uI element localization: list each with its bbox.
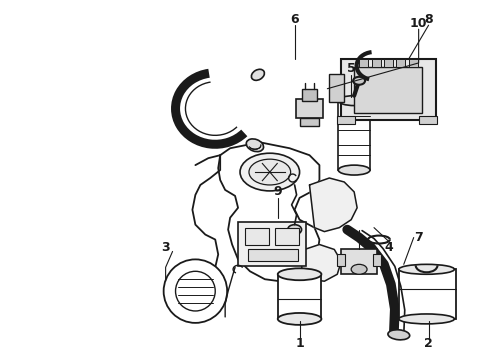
- Ellipse shape: [288, 225, 301, 235]
- Ellipse shape: [399, 314, 454, 324]
- Bar: [396, 59, 405, 67]
- Bar: [409, 59, 417, 67]
- Bar: [338, 100, 370, 170]
- Bar: [299, 118, 319, 126]
- Bar: [295, 99, 323, 118]
- Text: 9: 9: [273, 185, 282, 198]
- Ellipse shape: [249, 159, 291, 185]
- Text: 7: 7: [414, 231, 423, 244]
- Bar: [399, 269, 456, 319]
- Ellipse shape: [278, 313, 321, 325]
- Bar: [354, 67, 421, 113]
- Polygon shape: [301, 244, 341, 281]
- Bar: [275, 228, 298, 246]
- Bar: [418, 117, 437, 125]
- Ellipse shape: [399, 264, 454, 274]
- Ellipse shape: [388, 330, 410, 340]
- Text: 2: 2: [424, 337, 433, 350]
- Bar: [341, 249, 377, 274]
- Bar: [245, 228, 269, 246]
- Bar: [278, 274, 321, 319]
- Bar: [359, 59, 368, 67]
- Ellipse shape: [246, 139, 264, 152]
- Bar: [248, 249, 297, 261]
- Text: 6: 6: [290, 13, 299, 26]
- Text: 1: 1: [295, 337, 304, 350]
- Bar: [337, 117, 355, 125]
- Bar: [384, 59, 393, 67]
- Circle shape: [164, 260, 227, 323]
- Ellipse shape: [351, 264, 367, 274]
- Text: 5: 5: [347, 62, 356, 75]
- Circle shape: [175, 271, 215, 311]
- Polygon shape: [310, 178, 357, 231]
- Bar: [341, 59, 436, 121]
- Text: 10: 10: [410, 17, 427, 30]
- Bar: [337, 255, 345, 266]
- Ellipse shape: [338, 96, 370, 105]
- Ellipse shape: [240, 153, 299, 191]
- Text: 4: 4: [385, 241, 393, 254]
- Bar: [373, 255, 381, 266]
- Ellipse shape: [278, 268, 321, 280]
- Bar: [238, 222, 306, 266]
- Text: 3: 3: [161, 241, 170, 254]
- Bar: [301, 89, 318, 100]
- Ellipse shape: [251, 69, 265, 80]
- Ellipse shape: [353, 77, 365, 85]
- Polygon shape: [218, 142, 319, 281]
- Bar: [329, 74, 344, 102]
- Bar: [372, 59, 381, 67]
- Text: 8: 8: [424, 13, 433, 26]
- Ellipse shape: [338, 165, 370, 175]
